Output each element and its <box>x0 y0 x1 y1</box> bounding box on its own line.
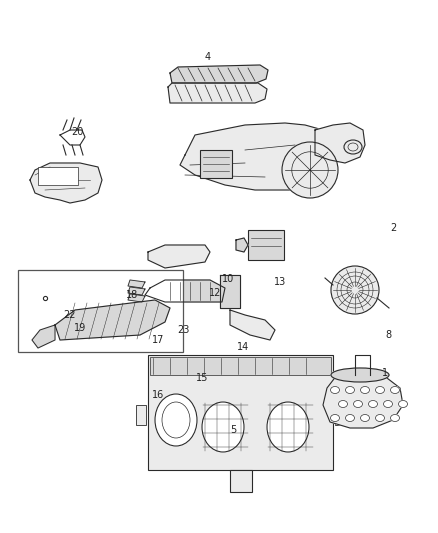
Polygon shape <box>32 325 55 348</box>
Polygon shape <box>148 245 210 268</box>
Polygon shape <box>128 294 145 302</box>
Ellipse shape <box>331 266 379 314</box>
Text: 13: 13 <box>274 277 286 287</box>
Polygon shape <box>230 310 275 340</box>
Bar <box>335 405 345 425</box>
Ellipse shape <box>339 400 347 408</box>
Polygon shape <box>170 65 268 83</box>
Ellipse shape <box>384 400 392 408</box>
Ellipse shape <box>202 402 244 452</box>
Text: 17: 17 <box>152 335 164 345</box>
Text: 16: 16 <box>152 390 164 400</box>
Polygon shape <box>315 123 365 163</box>
Ellipse shape <box>155 394 197 446</box>
Ellipse shape <box>346 415 354 422</box>
Ellipse shape <box>331 368 389 382</box>
Ellipse shape <box>331 386 339 393</box>
Polygon shape <box>168 83 267 103</box>
Ellipse shape <box>399 400 407 408</box>
Polygon shape <box>55 300 170 340</box>
Polygon shape <box>220 275 240 308</box>
Bar <box>248 230 284 260</box>
Polygon shape <box>145 280 225 302</box>
Text: 14: 14 <box>237 342 249 352</box>
Bar <box>148 355 333 470</box>
Text: 23: 23 <box>177 325 189 335</box>
Ellipse shape <box>331 415 339 422</box>
Ellipse shape <box>267 402 309 452</box>
Ellipse shape <box>368 400 378 408</box>
Text: 8: 8 <box>385 330 391 340</box>
Polygon shape <box>128 287 145 295</box>
Bar <box>230 470 252 492</box>
Text: 5: 5 <box>230 425 236 435</box>
Ellipse shape <box>391 386 399 393</box>
Bar <box>150 357 331 375</box>
Ellipse shape <box>346 386 354 393</box>
Polygon shape <box>180 123 335 190</box>
Polygon shape <box>30 163 102 203</box>
Polygon shape <box>236 238 248 252</box>
Text: 2: 2 <box>390 223 396 233</box>
Text: 4: 4 <box>205 52 211 62</box>
Polygon shape <box>60 130 85 145</box>
Bar <box>38 167 78 185</box>
Text: 19: 19 <box>74 323 86 333</box>
Bar <box>200 150 232 178</box>
Ellipse shape <box>391 415 399 422</box>
Bar <box>18 270 183 352</box>
Ellipse shape <box>353 400 363 408</box>
Bar <box>136 405 146 425</box>
Polygon shape <box>323 375 403 428</box>
Text: 20: 20 <box>71 127 83 137</box>
Ellipse shape <box>375 386 385 393</box>
Ellipse shape <box>375 415 385 422</box>
Text: 1: 1 <box>382 368 388 378</box>
Ellipse shape <box>360 415 370 422</box>
Ellipse shape <box>360 386 370 393</box>
Text: 12: 12 <box>209 288 221 298</box>
Polygon shape <box>128 280 145 288</box>
Text: 10: 10 <box>222 274 234 284</box>
Text: 22: 22 <box>64 310 76 320</box>
Ellipse shape <box>282 142 338 198</box>
Ellipse shape <box>344 140 362 154</box>
Text: 18: 18 <box>126 290 138 300</box>
Text: 15: 15 <box>196 373 208 383</box>
